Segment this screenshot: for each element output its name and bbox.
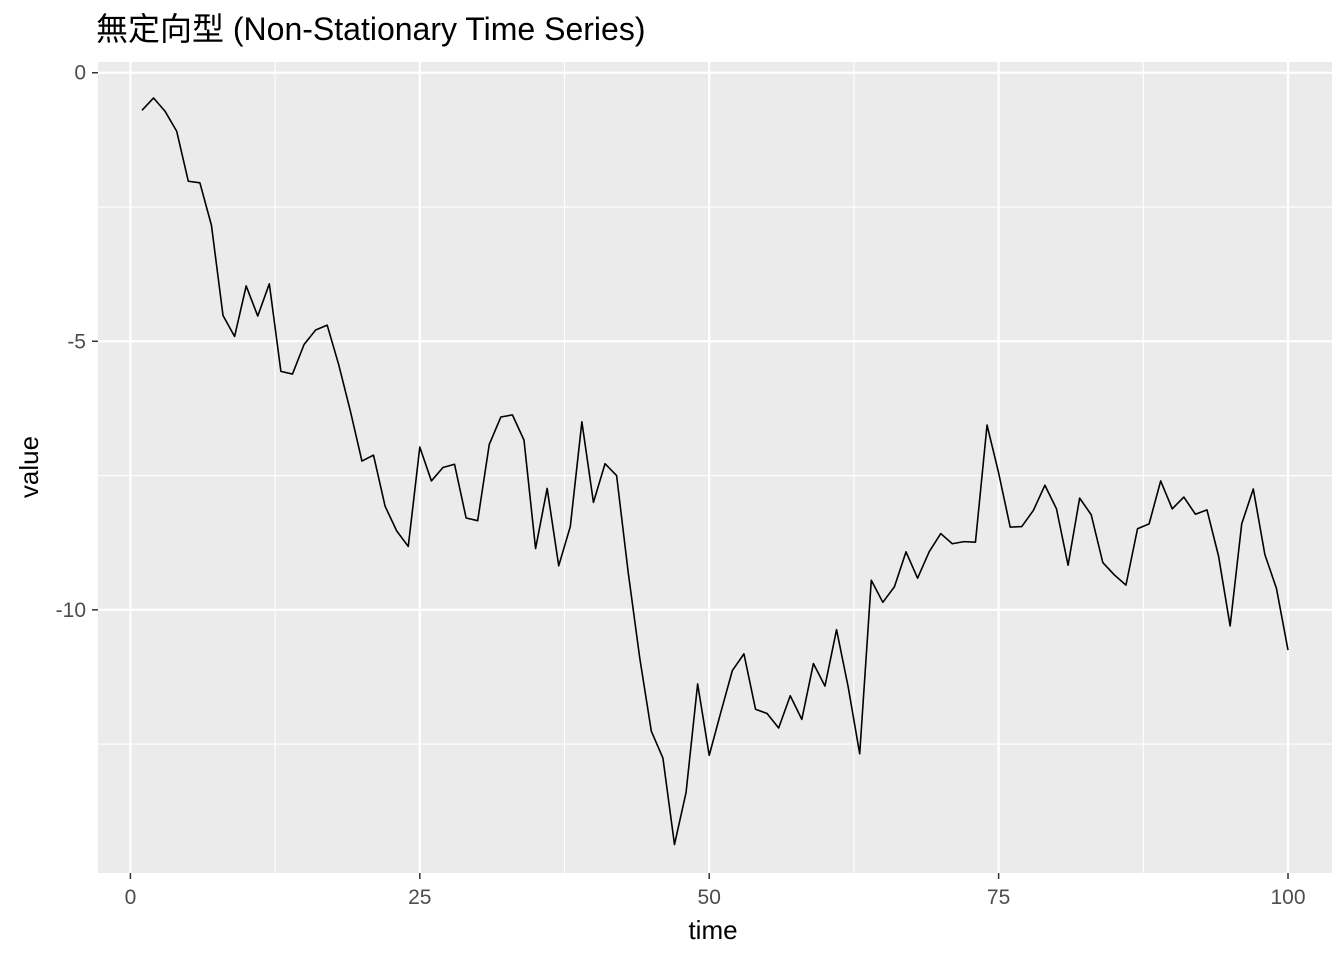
x-tick-label: 75 [987,886,1010,909]
x-axis: 0 25 50 75 100 [125,873,1306,909]
x-tick-label: 50 [698,886,721,909]
series-layer [141,97,1289,846]
series-line-0 [141,97,1289,846]
x-axis-title: time [688,915,737,945]
x-tick-label: 25 [408,886,431,909]
chart-title: 無定向型 (Non-Stationary Time Series) [96,11,645,47]
y-tick-label: -5 [67,330,86,353]
grid-major [98,62,1332,873]
x-tick-label: 100 [1270,886,1305,909]
y-tick-label: -10 [56,599,86,622]
grid-minor [98,62,1332,873]
y-axis: 0 -5 -10 [56,62,98,622]
x-tick-label: 0 [125,886,137,909]
plot-background [98,62,1332,873]
y-tick-label: 0 [74,62,86,85]
y-axis-title: value [14,436,44,498]
